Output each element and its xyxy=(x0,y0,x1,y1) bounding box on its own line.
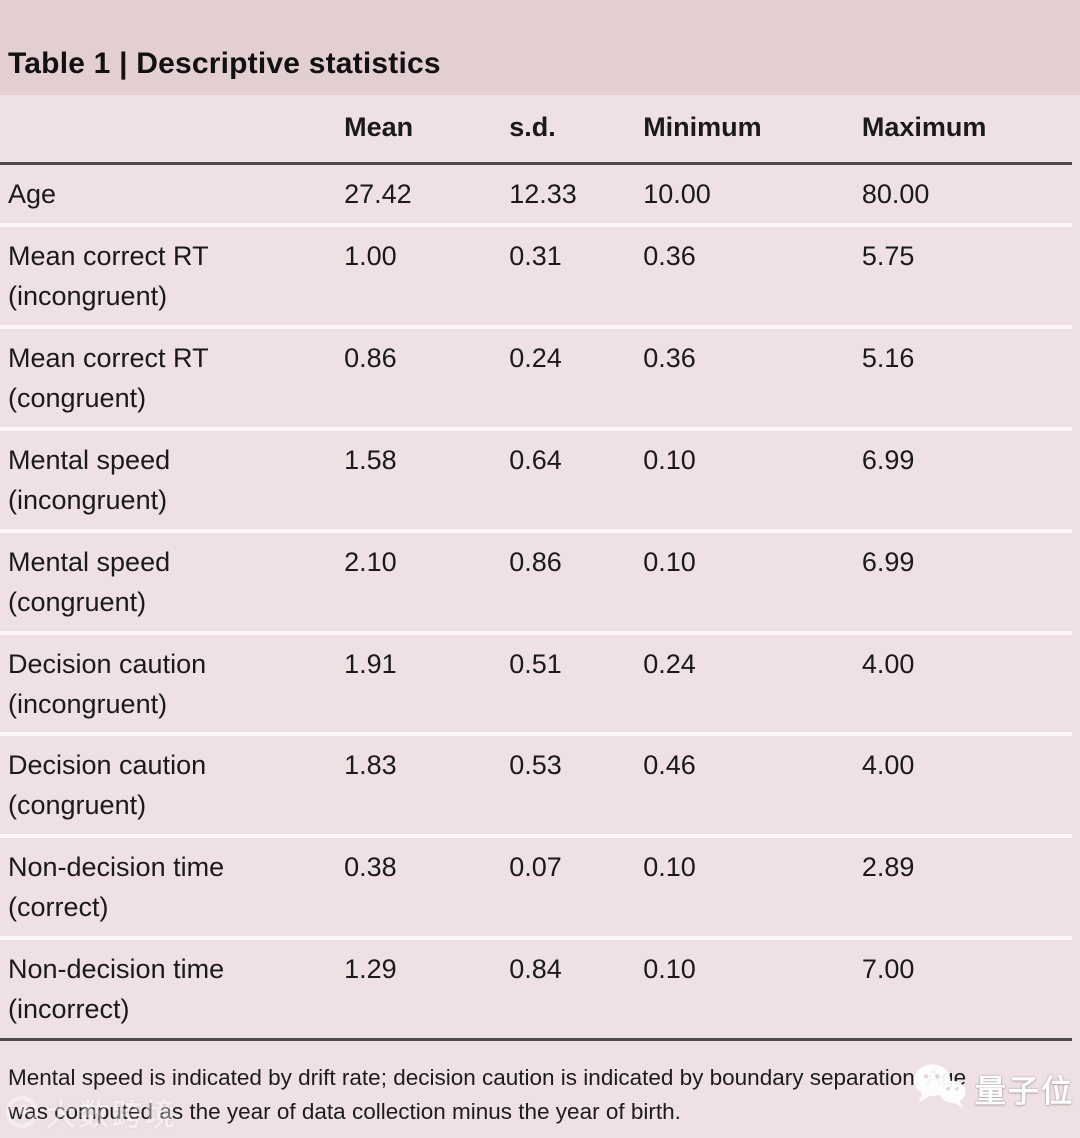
row-sublabel: (congruent) xyxy=(8,586,147,617)
row-sublabel: (incongruent) xyxy=(8,484,168,515)
table-row-decision-caution-incongruent: Decision caution (incongruent) 1.91 0.51… xyxy=(0,630,1072,735)
row-label: Age xyxy=(8,179,57,209)
cell-mean: 1.29 xyxy=(344,936,510,1039)
cell-min: 0.24 xyxy=(643,630,862,735)
table-row-decision-caution-congruent: Decision caution (congruent) 1.83 0.53 0… xyxy=(0,732,1072,837)
descriptive-statistics-table: Mean s.d. Minimum Maximum Age 27.42 12.3… xyxy=(0,95,1072,1039)
col-header-empty xyxy=(0,95,345,165)
table-row-non-decision-time-correct: Non-decision time (correct) 0.38 0.07 0.… xyxy=(0,834,1072,939)
row-label: Non-decision time xyxy=(8,954,225,985)
bottom-rule xyxy=(0,1038,1072,1042)
table-wrap: Mean s.d. Minimum Maximum Age 27.42 12.3… xyxy=(0,95,1072,1039)
table-row-mental-speed-congruent: Mental speed (congruent) 2.10 0.86 0.10 … xyxy=(0,528,1072,633)
row-label: Non-decision time xyxy=(8,852,225,883)
watermark-qbitai: 量子位 xyxy=(911,1062,1074,1115)
col-header-sd: s.d. xyxy=(509,95,644,165)
col-header-maximum: Maximum xyxy=(861,95,1072,165)
cell-mean: 1.58 xyxy=(344,426,510,531)
row-sublabel: (incorrect) xyxy=(8,994,130,1025)
cell-max: 2.89 xyxy=(861,834,1072,939)
cell-sd: 0.31 xyxy=(509,222,644,327)
cell-max: 6.99 xyxy=(861,528,1072,633)
footnote-line-1: Mental speed is indicated by drift rate;… xyxy=(8,1065,967,1091)
cell-max: 4.00 xyxy=(861,630,1072,735)
row-sublabel: (incongruent) xyxy=(8,280,168,311)
wechat-chat-bubbles-icon xyxy=(911,1062,969,1115)
col-header-mean: Mean xyxy=(344,95,510,165)
table-row-mean-rt-incongruent: Mean correct RT (incongruent) 1.00 0.31 … xyxy=(0,222,1072,327)
circle-logo-icon xyxy=(6,1096,38,1128)
cell-min: 0.10 xyxy=(643,426,862,531)
cell-min: 10.00 xyxy=(643,179,711,209)
row-label: Mental speed xyxy=(8,444,171,475)
cell-mean: 1.83 xyxy=(344,732,510,837)
cell-sd: 0.07 xyxy=(509,834,644,939)
cell-min: 0.10 xyxy=(643,936,862,1039)
cell-min: 0.10 xyxy=(643,834,862,939)
table-row-age: Age 27.42 12.33 10.00 80.00 xyxy=(0,164,1072,225)
table-row-non-decision-time-incorrect: Non-decision time (incorrect) 1.29 0.84 … xyxy=(0,936,1072,1039)
cell-max: 80.00 xyxy=(861,179,930,209)
col-header-minimum: Minimum xyxy=(643,95,862,165)
cell-max: 5.75 xyxy=(861,222,1072,327)
cell-max: 5.16 xyxy=(861,324,1072,429)
row-label: Decision caution xyxy=(8,750,207,781)
row-sublabel: (congruent) xyxy=(8,790,147,821)
cell-max: 4.00 xyxy=(861,732,1072,837)
watermark-dashukuajing-label: 大数跨境 xyxy=(46,1099,178,1132)
cell-mean: 27.42 xyxy=(344,179,412,209)
cell-min: 0.10 xyxy=(643,528,862,633)
row-label: Decision caution xyxy=(8,648,207,679)
table-row-mean-rt-congruent: Mean correct RT (congruent) 0.86 0.24 0.… xyxy=(0,324,1072,429)
cell-mean: 1.91 xyxy=(344,630,510,735)
cell-sd: 0.86 xyxy=(509,528,644,633)
cell-sd: 0.64 xyxy=(509,426,644,531)
cell-mean: 0.86 xyxy=(344,324,510,429)
watermark-qbitai-label: 量子位 xyxy=(975,1074,1074,1109)
cell-min: 0.46 xyxy=(643,732,862,837)
watermark-dashukuajing: 大数跨境 xyxy=(6,1090,178,1134)
cell-mean: 2.10 xyxy=(344,528,510,633)
row-sublabel: (incongruent) xyxy=(8,688,168,719)
table-title-band: Table 1 | Descriptive statistics xyxy=(0,0,1080,95)
cell-min: 0.36 xyxy=(643,222,862,327)
cell-sd: 12.33 xyxy=(509,179,577,209)
row-label: Mental speed xyxy=(8,546,171,577)
cell-sd: 0.53 xyxy=(509,732,644,837)
table-title: Table 1 | Descriptive statistics xyxy=(8,47,441,80)
row-label: Mean correct RT xyxy=(8,342,209,373)
row-sublabel: (congruent) xyxy=(8,382,147,413)
table-row-mental-speed-incongruent: Mental speed (incongruent) 1.58 0.64 0.1… xyxy=(0,426,1072,531)
cell-sd: 0.51 xyxy=(509,630,644,735)
cell-sd: 0.84 xyxy=(509,936,644,1039)
cell-mean: 1.00 xyxy=(344,222,510,327)
row-label: Mean correct RT xyxy=(8,240,209,271)
cell-max: 6.99 xyxy=(861,426,1072,531)
table-footnote: Mental speed is indicated by drift rate;… xyxy=(0,1041,1080,1129)
header-row: Mean s.d. Minimum Maximum xyxy=(0,95,1072,165)
cell-mean: 0.38 xyxy=(344,834,510,939)
cell-min: 0.36 xyxy=(643,324,862,429)
cell-sd: 0.24 xyxy=(509,324,644,429)
row-sublabel: (correct) xyxy=(8,892,109,923)
cell-max: 7.00 xyxy=(861,936,1072,1039)
footnote-line-2: was computed as the year of data collect… xyxy=(8,1098,681,1124)
